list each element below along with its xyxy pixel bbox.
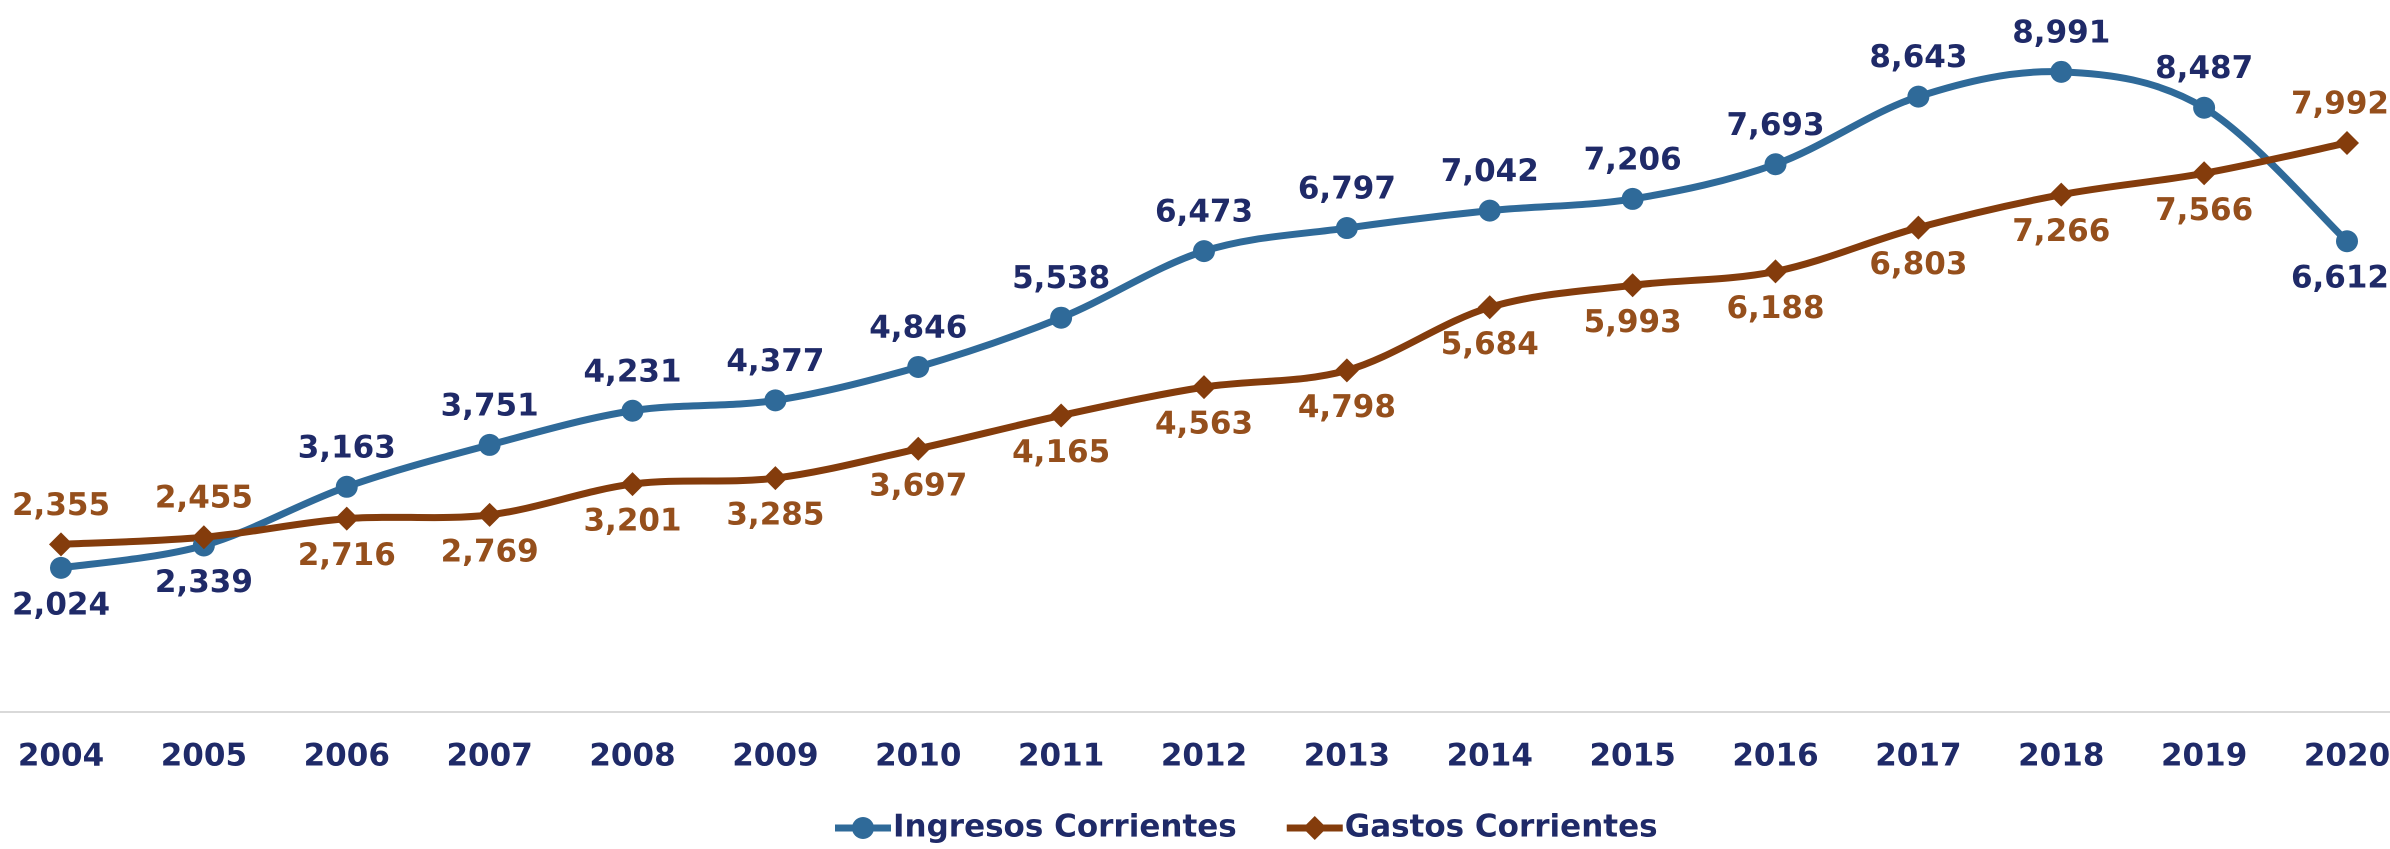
data-label: 2,024 xyxy=(12,586,110,622)
x-tick-label: 2009 xyxy=(732,738,818,774)
data-point xyxy=(334,506,359,531)
data-label: 2,339 xyxy=(155,564,253,600)
data-label: 4,377 xyxy=(726,343,824,379)
legend-label: Gastos Corrientes xyxy=(1345,809,1658,845)
data-point xyxy=(1620,273,1645,298)
data-label: 4,563 xyxy=(1155,406,1253,442)
x-tick-label: 2016 xyxy=(1732,738,1818,774)
legend-marker xyxy=(1302,816,1327,840)
data-label: 8,991 xyxy=(2012,14,2110,50)
legend-label: Ingresos Corrientes xyxy=(893,809,1237,845)
data-label: 8,487 xyxy=(2155,50,2253,86)
data-point xyxy=(477,502,502,527)
x-tick-label: 2011 xyxy=(1018,738,1104,774)
data-point xyxy=(2049,182,2074,207)
data-point xyxy=(1477,295,1502,320)
series-line xyxy=(57,68,2351,572)
x-tick-label: 2004 xyxy=(18,738,104,774)
data-point xyxy=(2193,96,2216,119)
data-point xyxy=(1334,358,1359,383)
data-label: 3,285 xyxy=(726,497,824,533)
data-label: 6,803 xyxy=(1869,246,1967,282)
data-point xyxy=(1907,85,1930,108)
x-tick-label: 2010 xyxy=(875,738,961,774)
data-label: 7,566 xyxy=(2155,192,2253,228)
data-label: 5,684 xyxy=(1441,326,1539,362)
data-label: 2,769 xyxy=(441,533,539,569)
x-tick-label: 2008 xyxy=(589,738,675,774)
data-point xyxy=(1335,217,1358,240)
x-tick-label: 2013 xyxy=(1304,738,1390,774)
data-point xyxy=(2335,130,2359,155)
data-point xyxy=(1049,403,1074,428)
data-point xyxy=(2050,60,2073,83)
data-label: 6,797 xyxy=(1298,171,1396,207)
data-label: 6,612 xyxy=(2291,260,2389,296)
data-point xyxy=(2192,161,2217,186)
data-label: 4,165 xyxy=(1012,434,1110,470)
x-tick-label: 2020 xyxy=(2304,738,2390,774)
data-label: 3,163 xyxy=(298,429,396,465)
data-point xyxy=(1192,375,1216,400)
data-label: 2,355 xyxy=(12,487,110,523)
data-label: 7,266 xyxy=(2012,213,2110,249)
x-tick-label: 2007 xyxy=(446,738,532,774)
data-label: 5,538 xyxy=(1012,260,1110,296)
data-label: 2,455 xyxy=(155,480,253,516)
x-tick-label: 2019 xyxy=(2161,738,2247,774)
data-point xyxy=(1763,259,1788,284)
data-label: 4,231 xyxy=(583,353,681,389)
data-point xyxy=(49,532,73,557)
data-label: 2,716 xyxy=(298,537,396,573)
data-label: 8,643 xyxy=(1869,39,1967,75)
data-label: 3,201 xyxy=(583,503,681,539)
data-point xyxy=(906,436,931,461)
data-point xyxy=(1621,187,1644,210)
data-point xyxy=(621,399,644,422)
data-point xyxy=(907,355,930,378)
data-point xyxy=(1906,215,1931,240)
data-point xyxy=(50,556,72,579)
data-label: 4,798 xyxy=(1298,389,1396,425)
x-tick-label: 2015 xyxy=(1589,738,1675,774)
data-point xyxy=(1050,306,1073,329)
data-label: 6,473 xyxy=(1155,194,1253,230)
data-point xyxy=(1764,153,1787,176)
data-point xyxy=(1193,240,1215,263)
data-label: 7,693 xyxy=(1726,107,1824,143)
x-tick-label: 2017 xyxy=(1875,738,1961,774)
data-label: 5,993 xyxy=(1584,304,1682,340)
data-point xyxy=(620,472,645,497)
data-label: 6,188 xyxy=(1726,290,1824,326)
data-label: 7,206 xyxy=(1584,141,1682,177)
data-point xyxy=(335,475,358,498)
x-tick-label: 2006 xyxy=(304,738,390,774)
data-point xyxy=(1478,199,1501,222)
x-tick-label: 2018 xyxy=(2018,738,2104,774)
data-label: 3,697 xyxy=(869,467,967,503)
data-label: 4,846 xyxy=(869,309,967,345)
data-label: 7,042 xyxy=(1441,153,1539,189)
data-point xyxy=(478,433,501,456)
x-tick-label: 2012 xyxy=(1161,738,1247,774)
x-tick-label: 2005 xyxy=(161,738,247,774)
data-point xyxy=(764,389,787,412)
x-tick-label: 2014 xyxy=(1447,738,1533,774)
data-point xyxy=(763,466,788,491)
data-point xyxy=(191,525,216,550)
data-label: 3,751 xyxy=(441,387,539,423)
data-point xyxy=(2336,230,2358,253)
data-label: 7,992 xyxy=(2291,85,2389,121)
legend-marker xyxy=(852,817,874,839)
